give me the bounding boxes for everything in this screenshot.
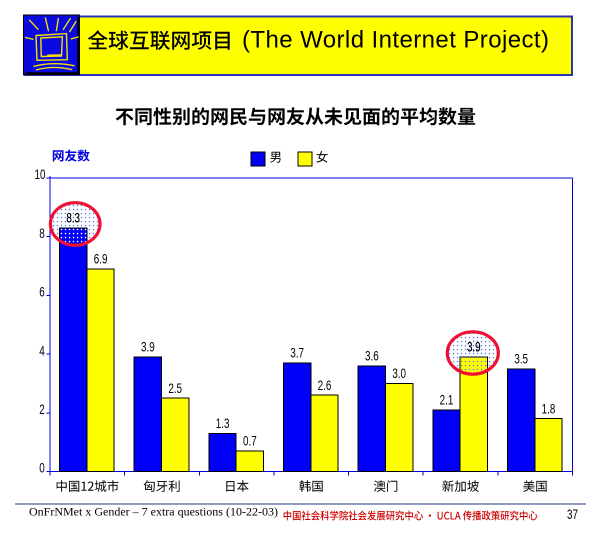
svg-text:2.5: 2.5 [168, 380, 182, 396]
svg-text:8.3: 8.3 [66, 210, 80, 226]
svg-text:6.9: 6.9 [94, 251, 108, 267]
svg-text:3.9: 3.9 [467, 339, 481, 355]
svg-text:2.6: 2.6 [318, 377, 332, 393]
svg-text:3.0: 3.0 [392, 365, 406, 381]
svg-text:6: 6 [39, 284, 45, 300]
svg-text:2: 2 [39, 401, 45, 417]
svg-text:1.3: 1.3 [216, 415, 230, 431]
svg-text:3.9: 3.9 [141, 339, 155, 355]
svg-text:8: 8 [39, 225, 45, 241]
svg-text:4: 4 [39, 342, 45, 358]
svg-text:OnFrNMet x Gender – 7 extra qu: OnFrNMet x Gender – 7 extra questions (1… [29, 505, 278, 519]
svg-text:10: 10 [35, 166, 46, 182]
svg-text:2.1: 2.1 [440, 392, 454, 408]
svg-text:1.8: 1.8 [542, 400, 556, 416]
svg-text:0.7: 0.7 [243, 433, 257, 449]
svg-text:3.6: 3.6 [365, 348, 379, 364]
svg-text:37: 37 [567, 506, 578, 522]
svg-text:0: 0 [39, 460, 45, 476]
svg-text:3.7: 3.7 [290, 345, 304, 361]
svg-text:(The World Internet Project): (The World Internet Project) [242, 26, 549, 53]
svg-text:3.5: 3.5 [514, 351, 528, 367]
